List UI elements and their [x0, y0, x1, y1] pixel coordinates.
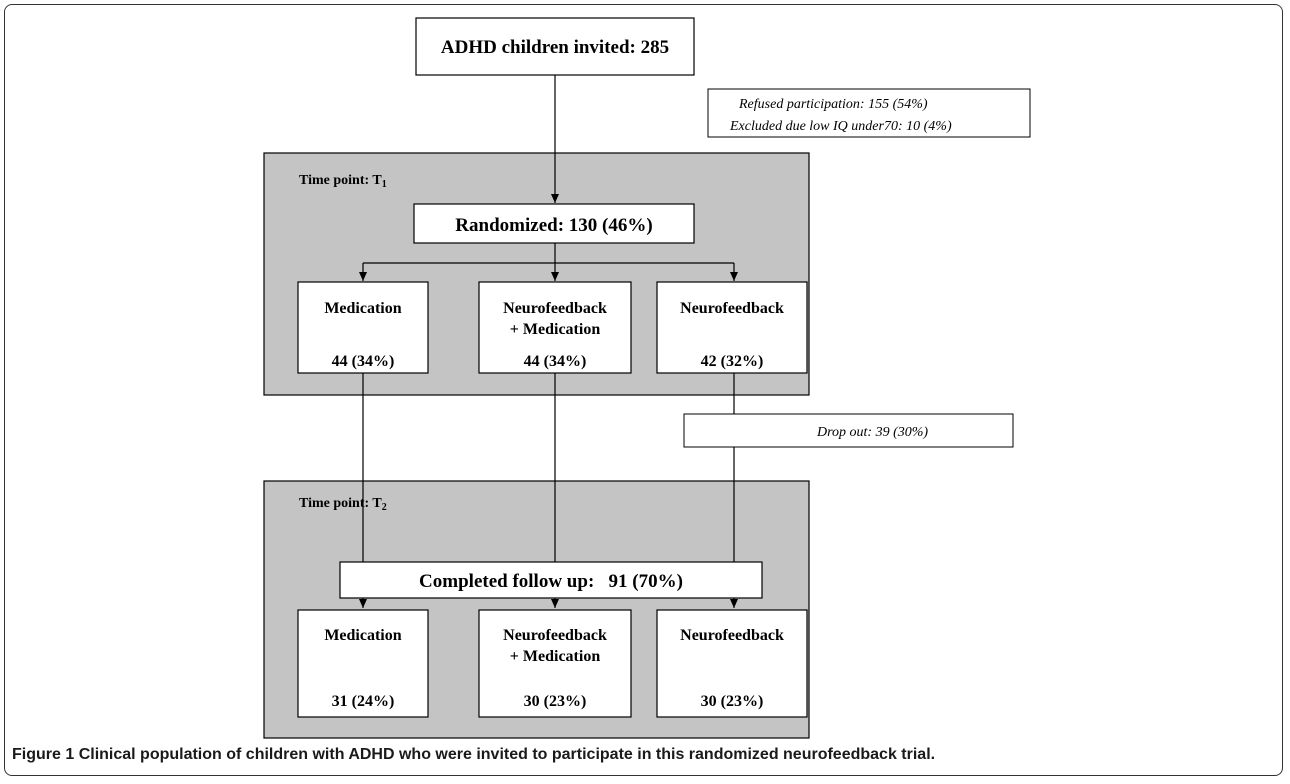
refused-label: Refused participation: 155 (54%)	[738, 97, 928, 112]
t1-combined-name: Neurofeedback	[503, 300, 607, 317]
t2-neurofeedback-count: 30 (23%)	[701, 693, 764, 710]
randomized-label: Randomized: 130 (46%)	[455, 215, 652, 236]
t2-label: Time point: T2	[299, 496, 387, 513]
invited-box	[415, 17, 695, 76]
t2-medication-count: 31 (24%)	[332, 693, 395, 710]
randomized-box	[413, 203, 695, 244]
t1-label: Time point: T1	[299, 173, 387, 190]
figure-caption: Figure 1 Clinical population of children…	[12, 746, 1277, 764]
t1-box-neurofeedback	[656, 281, 808, 374]
t1-neurofeedback-count: 42 (32%)	[701, 353, 764, 370]
t1-neurofeedback-name: Neurofeedback	[680, 300, 784, 317]
dropout-label: Drop out: 39 (30%)	[816, 425, 928, 440]
invited-label: ADHD children invited: 285	[441, 37, 669, 58]
t2-box-neurofeedback	[656, 609, 808, 718]
exclusion-box	[707, 88, 1031, 138]
excluded-label: Excluded due low IQ under70: 10 (4%)	[729, 119, 952, 134]
t1-medication-count: 44 (34%)	[332, 353, 395, 370]
t2-box-combined	[478, 609, 632, 718]
t2-combined-name: Neurofeedback	[503, 627, 607, 644]
connectors	[359, 75, 738, 608]
caption-text: Clinical population of children with ADH…	[78, 746, 936, 763]
t1-combined-name2: + Medication	[510, 321, 601, 338]
t2-medication-name: Medication	[324, 627, 401, 644]
completed-box	[339, 561, 763, 599]
caption-label: Figure 1	[12, 746, 75, 763]
t1-combined-count: 44 (34%)	[524, 353, 587, 370]
t2-combined-count: 30 (23%)	[524, 693, 587, 710]
t1-box-medication	[297, 281, 429, 374]
t1-medication-name: Medication	[324, 300, 401, 317]
t1-box-combined	[478, 281, 632, 374]
flow-diagram: ADHD children invited: 285 Refused parti…	[263, 17, 1031, 739]
t2-neurofeedback-name: Neurofeedback	[680, 627, 784, 644]
figure-frame	[4, 4, 1283, 776]
dropout-box	[683, 413, 1014, 448]
completed-label: Completed follow up: 91 (70%)	[419, 571, 683, 592]
t2-combined-name2: + Medication	[510, 648, 601, 665]
t2-box-medication	[297, 609, 429, 718]
